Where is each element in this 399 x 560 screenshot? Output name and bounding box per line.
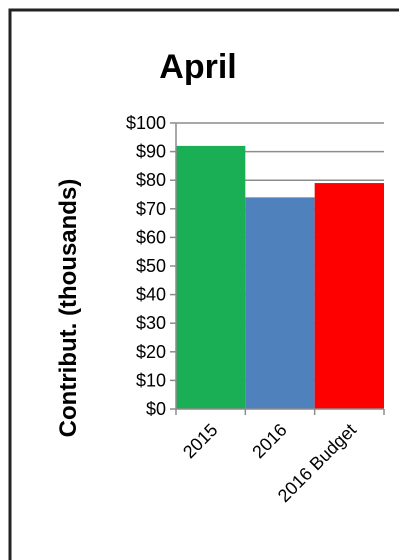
bar-2015 bbox=[176, 145, 246, 409]
chart-border bbox=[8, 8, 399, 560]
bar-2016 bbox=[245, 197, 315, 409]
y-tick-label: $80 bbox=[136, 170, 166, 190]
bar-layer bbox=[176, 145, 384, 409]
y-tick-label: $60 bbox=[136, 227, 166, 247]
y-tick-label: $50 bbox=[136, 256, 166, 276]
y-tick-label: $70 bbox=[136, 199, 166, 219]
y-tick-label: $10 bbox=[136, 370, 166, 390]
y-tick-label: $0 bbox=[146, 399, 166, 419]
x-tick-label: 2015 bbox=[179, 420, 221, 462]
y-tick-label: $20 bbox=[136, 342, 166, 362]
x-tick-label: 2016 bbox=[248, 420, 290, 462]
y-tick-label: $40 bbox=[136, 285, 166, 305]
y-axis-label: Contribut. (thousands) bbox=[55, 179, 82, 438]
y-tick-label: $90 bbox=[136, 142, 166, 162]
chart-title: April bbox=[159, 48, 236, 86]
bar-2016-budget bbox=[314, 183, 384, 409]
axis-layer: $0 $10 $20 $30 $40 $50 $60 $70 $80 $90 $100 2015 201… bbox=[126, 113, 385, 506]
y-tick-label: $100 bbox=[126, 113, 166, 133]
y-tick-label: $30 bbox=[136, 313, 166, 333]
